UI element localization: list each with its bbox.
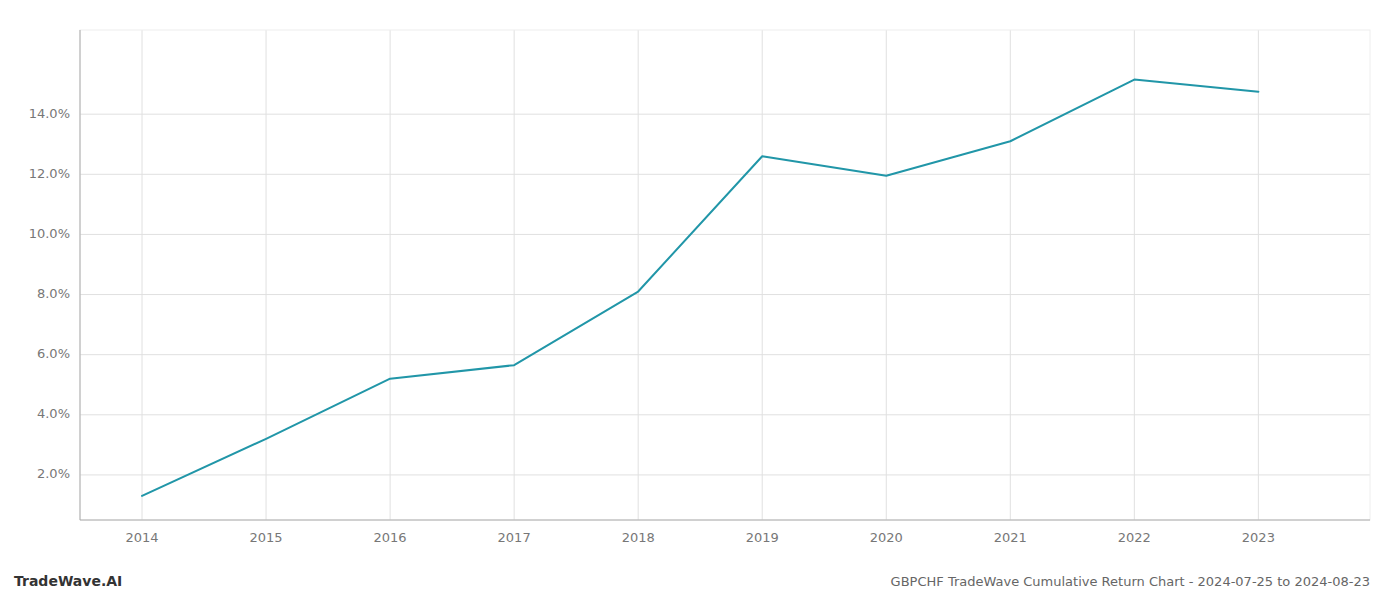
x-tick-label: 2015 [250, 530, 283, 545]
title: GBPCHF TradeWave Cumulative Return Chart… [891, 574, 1370, 589]
x-grid-line [1258, 30, 1259, 520]
x-tick-label: 2021 [994, 530, 1027, 545]
background [0, 0, 1400, 600]
y-grid-line [80, 474, 1370, 475]
y-tick-label: 2.0% [37, 466, 70, 481]
x-grid-line [514, 30, 515, 520]
x-tick-label: 2016 [374, 530, 407, 545]
y-tick-label: 4.0% [37, 406, 70, 421]
y-tick-label: 6.0% [37, 346, 70, 361]
x-tick-label: 2020 [870, 530, 903, 545]
axes: 2.0% 4.0% 6.0% 8.0% 10.0% 12.0% 14.0% 2014 2015 2… [29, 30, 1370, 545]
x-grid-line [762, 30, 763, 520]
x-grid-line [886, 30, 887, 520]
x-tick-label: 2018 [622, 530, 655, 545]
x-tick-label: 2022 [1118, 530, 1151, 545]
watermark: TradeWave.AI [14, 573, 122, 589]
x-tick-label: 2023 [1242, 530, 1275, 545]
chart: 2.0% 4.0% 6.0% 8.0% 10.0% 12.0% 14.0% 2014 2015 2… [0, 0, 1400, 600]
x-grid-line [266, 30, 267, 520]
x-axis-line [80, 520, 1370, 521]
y-grid-line [80, 354, 1370, 355]
y-grid-line [80, 414, 1370, 415]
x-grid-line [142, 30, 143, 520]
x-tick-label: 2014 [125, 530, 158, 545]
x-tick-label: 2017 [498, 530, 531, 545]
y-grid-line [80, 234, 1370, 235]
data [142, 80, 1258, 496]
line [142, 80, 1258, 496]
x-grid-line [1010, 30, 1011, 520]
y-tick-label: 10.0% [29, 226, 70, 241]
plot-frame [80, 30, 1370, 520]
y-grid-line [80, 294, 1370, 295]
y-grid-line [80, 174, 1370, 175]
grid [80, 30, 1370, 520]
x-tick-label: 2019 [746, 530, 779, 545]
y-tick-label: 12.0% [29, 166, 70, 181]
x-grid-line [638, 30, 639, 520]
y-tick-label: 8.0% [37, 286, 70, 301]
x-grid-line [390, 30, 391, 520]
y-grid-line [80, 114, 1370, 115]
y-axis-line [80, 30, 81, 520]
y-tick-label: 14.0% [29, 106, 70, 121]
x-grid-line [1134, 30, 1135, 520]
